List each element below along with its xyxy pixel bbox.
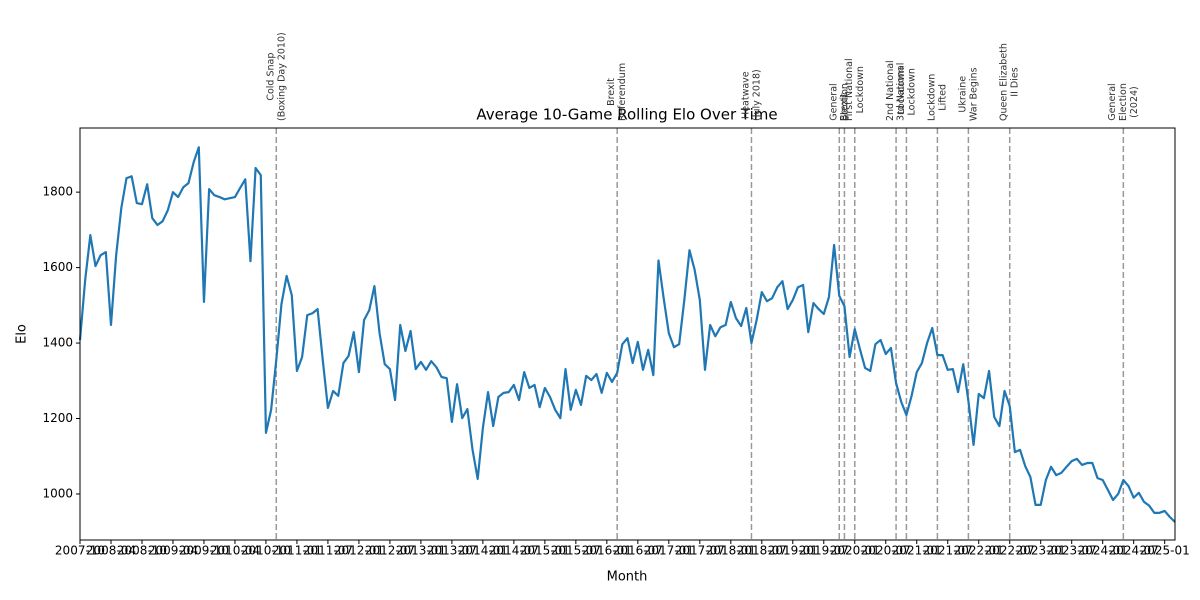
- chart-title: Average 10-Game Rolling Elo Over Time: [476, 106, 777, 124]
- event-label: Cold Snap: [265, 53, 276, 101]
- x-tick-label: 2009-10: [179, 544, 229, 558]
- x-tick-label: 2016-07: [613, 544, 663, 558]
- x-tick-label: 2018-01: [706, 544, 756, 558]
- x-tick-label: 2020-07: [861, 544, 911, 558]
- x-tick-label: 2010-04: [210, 544, 260, 558]
- x-tick-label: 2010-10: [241, 544, 291, 558]
- y-tick-label: 1800: [42, 185, 73, 199]
- event-label: II Dies: [1010, 67, 1021, 96]
- x-tick-label: 2012-07: [365, 544, 415, 558]
- event-label: Lockdown: [855, 66, 866, 113]
- plot-frame: [79, 127, 1176, 541]
- x-tick-label: 2023-07: [1047, 544, 1097, 558]
- x-tick-label: 2022-07: [985, 544, 1035, 558]
- x-tick-label: 2017-07: [675, 544, 725, 558]
- x-tick-label: 2014-01: [458, 544, 508, 558]
- event-label: (Boxing Day 2010): [276, 32, 287, 121]
- x-tick-label: 2011-07: [303, 544, 353, 558]
- y-axis-label: Elo: [15, 324, 30, 344]
- event-label: General: [1107, 83, 1118, 120]
- x-tick-label: 2015-01: [520, 544, 570, 558]
- x-tick-label: 2018-07: [737, 544, 787, 558]
- x-tick-label: 2021-07: [923, 544, 973, 558]
- x-tick-label: 2021-01: [892, 544, 942, 558]
- x-tick-label: 2011-01: [272, 544, 322, 558]
- x-tick-label: 2023-01: [1016, 544, 1066, 558]
- event-label: Lockdown: [896, 67, 907, 114]
- event-label: (July 2018): [751, 69, 762, 121]
- x-tick-label: 2015-07: [551, 544, 601, 558]
- event-label: Brexit: [839, 93, 850, 121]
- event-label: Heatwave: [740, 71, 751, 119]
- series-line: [78, 146, 1176, 523]
- x-axis-label: Month: [607, 570, 648, 585]
- event-label: 3rd National: [895, 63, 906, 121]
- x-tick-label: 2012-01: [334, 544, 384, 558]
- x-tick-label: 2014-07: [489, 544, 539, 558]
- x-tick-label: 2022-01: [954, 544, 1004, 558]
- event-label: First National: [844, 58, 855, 121]
- x-tick-label: 2008-04: [86, 544, 136, 558]
- event-label: Brexit: [606, 78, 617, 106]
- event-label: (2024): [1129, 86, 1140, 118]
- x-tick-label: 2008-10: [117, 544, 167, 558]
- x-tick-label: 2019-07: [799, 544, 849, 558]
- x-tick-label: 2024-01: [1078, 544, 1128, 558]
- event-label: Lifted: [937, 84, 948, 111]
- y-tick-label: 1200: [42, 411, 73, 425]
- x-tick-label: 2019-01: [768, 544, 818, 558]
- y-tick-label: 1600: [42, 260, 73, 274]
- x-tick-label: 2020-01: [830, 544, 880, 558]
- x-tick-label: 2017-01: [644, 544, 694, 558]
- event-label: War Begins: [968, 67, 979, 121]
- x-tick-label: 2025-01: [1140, 544, 1190, 558]
- x-tick-label: 2013-01: [396, 544, 446, 558]
- event-label: Election: [839, 83, 850, 121]
- y-tick-label: 1000: [42, 486, 73, 500]
- event-label: Election: [1118, 83, 1129, 121]
- x-tick-label: 2016-01: [582, 544, 632, 558]
- x-tick-label: 2013-07: [427, 544, 477, 558]
- event-label: Lockdown: [906, 68, 917, 115]
- x-tick-label: 2007-10: [55, 544, 105, 558]
- x-tick-label: 2024-07: [1109, 544, 1159, 558]
- event-label: Ukraine: [957, 76, 968, 113]
- event-label: Lockdown: [926, 74, 937, 121]
- event-label: Queen Elizabeth: [999, 43, 1010, 121]
- y-tick-label: 1400: [42, 336, 73, 350]
- event-label: Referendum: [617, 63, 628, 121]
- event-label: General: [828, 83, 839, 120]
- x-tick-label: 2009-04: [148, 544, 198, 558]
- event-label: 2nd National: [885, 60, 896, 121]
